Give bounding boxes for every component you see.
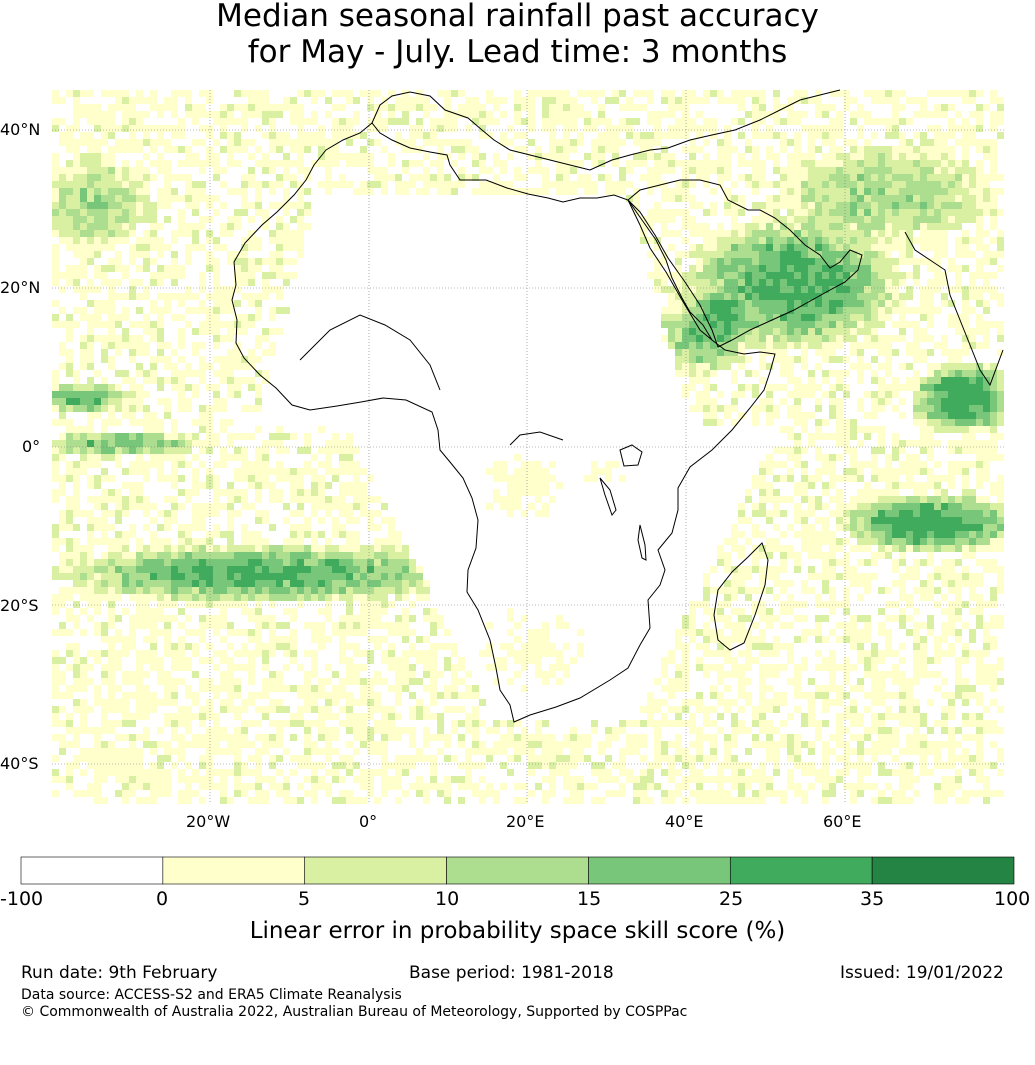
colorbar-swatch [162,856,306,885]
red-sea-west [627,199,713,341]
colorbar-swatch [304,856,447,885]
data-source: Data source: ACCESS-S2 and ERA5 Climate … [21,987,402,1003]
copyright: © Commonwealth of Australia 2022, Austra… [21,1004,688,1020]
map-title-line-2: for May - July. Lead time: 3 months [247,34,788,70]
colorbar-swatch [588,856,731,885]
colorbar-swatch [729,856,873,885]
colorbar-tick: 15 [577,888,602,910]
colorbar-tick: 5 [298,888,311,910]
base-period: Base period: 1981-2018 [409,963,614,983]
coastlines [231,89,1004,723]
graticule [52,90,1004,803]
colorbar [20,856,1015,885]
map-title-line-1: Median seasonal rainfall past accuracy [216,0,819,34]
lat-label-0: 0° [22,437,41,456]
lat-label-20n: 20°N [0,278,41,297]
colorbar-label: Linear error in probability space skill … [249,918,786,944]
congo-river [509,431,564,446]
colorbar-tick: 0 [156,888,169,910]
lake-victoria [619,444,643,467]
lon-label-60e: 60°E [823,812,862,831]
colorbar-swatch [446,856,589,885]
madagascar-coastline [713,542,769,651]
colorbar-swatch [871,856,1015,885]
lake-malawi [637,524,647,561]
niger-river [299,314,441,391]
lat-label-20s: 20°S [0,596,39,615]
lat-label-40s: 40°S [0,754,39,773]
lon-label-40e: 40°E [665,812,704,831]
lat-label-40n: 40°N [0,120,41,139]
india-coastline [904,231,1004,387]
lon-label-0: 0° [359,812,378,831]
africa-coastline [231,122,776,723]
lon-label-20e: 20°E [506,812,545,831]
lake-tanganyika [599,477,617,517]
colorbar-tick: 25 [719,888,744,910]
lon-label-20w: 20°W [186,812,231,831]
colorbar-tick: 10 [435,888,460,910]
europe-coastline [371,89,841,171]
colorbar-tick: 100 [994,888,1031,910]
run-date: Run date: 9th February [21,963,218,983]
colorbar-swatch [20,856,164,885]
arabia-coastline [627,179,863,348]
colorbar-tick: 35 [860,888,885,910]
issued-date: Issued: 19/01/2022 [840,963,1004,983]
colorbar-tick: -100 [0,888,44,910]
skill-heatmap [52,90,1004,804]
